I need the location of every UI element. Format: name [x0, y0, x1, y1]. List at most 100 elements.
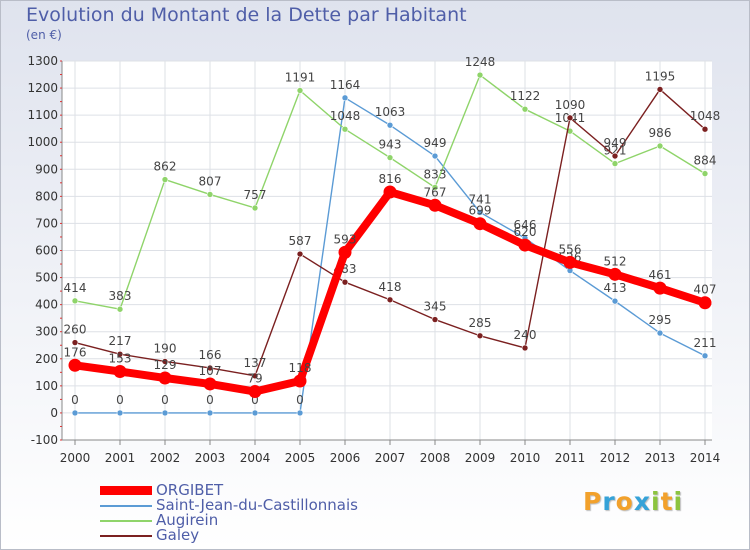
data-label: 240 — [514, 328, 537, 342]
x-tick-label: 2012 — [600, 451, 631, 465]
y-tick-label: 0 — [50, 406, 58, 420]
legend-label: ORGIBET — [156, 481, 224, 499]
data-label: 295 — [649, 313, 672, 327]
legend-label: Galey — [156, 526, 200, 544]
data-label: 407 — [694, 283, 717, 297]
data-point — [656, 142, 664, 150]
data-label: 587 — [289, 234, 312, 248]
data-point — [341, 125, 349, 133]
data-label: 0 — [116, 393, 124, 407]
data-point — [701, 170, 709, 177]
data-point — [608, 267, 622, 281]
data-label: 137 — [244, 356, 267, 370]
data-label: 741 — [469, 192, 492, 206]
data-point — [701, 352, 709, 360]
data-label: 0 — [206, 393, 214, 407]
y-tick-label: 300 — [35, 325, 58, 339]
x-tick-label: 2003 — [195, 451, 226, 465]
data-label: 699 — [469, 204, 492, 218]
data-label: 260 — [64, 323, 87, 337]
data-label: 757 — [244, 188, 267, 202]
data-label: 512 — [604, 254, 627, 268]
data-label: 1122 — [510, 89, 541, 103]
data-point — [563, 255, 577, 269]
data-point — [431, 152, 439, 160]
y-tick-label: 200 — [35, 352, 58, 366]
data-point — [206, 409, 214, 417]
data-label: 833 — [424, 167, 447, 181]
data-point — [251, 204, 259, 212]
y-tick-label: 900 — [35, 162, 58, 176]
data-point — [158, 371, 172, 385]
data-point — [116, 350, 124, 358]
x-tick-label: 2011 — [555, 451, 586, 465]
y-tick-label: 600 — [35, 244, 58, 258]
data-label: 949 — [424, 136, 447, 150]
data-point — [251, 409, 259, 417]
data-label: 1248 — [465, 55, 496, 69]
data-label: 345 — [424, 300, 447, 314]
data-point — [386, 296, 394, 304]
data-point — [116, 305, 124, 313]
legend-swatch — [100, 520, 152, 522]
data-label: 0 — [296, 393, 304, 407]
data-point — [698, 296, 712, 310]
proxiti-logo: Proxiti — [583, 487, 684, 516]
y-tick-label: 500 — [35, 271, 58, 285]
data-label: 556 — [559, 242, 582, 256]
data-label: 413 — [604, 281, 627, 295]
data-point — [338, 245, 352, 259]
x-tick-label: 2004 — [240, 451, 271, 465]
data-point — [656, 329, 664, 337]
x-tick-label: 2000 — [60, 451, 91, 465]
data-point — [611, 152, 619, 160]
data-point — [296, 250, 304, 258]
data-label: 943 — [379, 138, 402, 152]
data-point — [206, 364, 214, 372]
data-point — [71, 409, 79, 417]
data-point — [386, 154, 394, 161]
data-label: 593 — [334, 232, 357, 246]
data-label: 767 — [424, 185, 447, 199]
x-tick-label: 2001 — [105, 451, 136, 465]
data-point — [428, 198, 442, 212]
data-label: 107 — [199, 364, 222, 378]
data-label: 129 — [154, 358, 177, 372]
data-point — [473, 217, 487, 231]
data-point — [71, 339, 79, 346]
data-point — [656, 86, 664, 93]
x-tick-label: 2006 — [330, 451, 361, 465]
x-tick-label: 2007 — [375, 451, 406, 465]
y-tick-label: 1000 — [27, 135, 58, 149]
data-label: 461 — [649, 268, 672, 282]
data-label: 383 — [109, 289, 132, 303]
data-label: 884 — [694, 154, 717, 168]
data-label: 190 — [154, 341, 177, 355]
data-point — [383, 185, 397, 199]
y-tick-label: 1300 — [27, 54, 58, 68]
data-label: 418 — [379, 280, 402, 294]
x-tick-label: 2005 — [285, 451, 316, 465]
data-point — [296, 87, 304, 94]
x-tick-label: 2013 — [645, 451, 676, 465]
y-tick-label: -100 — [31, 433, 58, 447]
legend-swatch — [100, 535, 152, 537]
data-point — [431, 316, 439, 323]
data-point — [116, 409, 124, 417]
legend-label: Augirein — [156, 511, 219, 529]
data-point — [293, 374, 307, 388]
data-label: 620 — [514, 225, 537, 239]
legend-swatch — [100, 486, 152, 495]
data-label: 1048 — [330, 109, 361, 123]
data-point — [71, 297, 79, 305]
legend-swatch — [100, 505, 152, 507]
data-label: 1195 — [645, 69, 676, 83]
data-label: 118 — [289, 361, 312, 375]
data-label: 0 — [71, 393, 79, 407]
y-tick-label: 1100 — [27, 108, 58, 122]
data-label: 79 — [247, 372, 262, 386]
data-point — [611, 160, 619, 167]
data-label: 217 — [109, 334, 132, 348]
data-label: 646 — [514, 218, 537, 232]
data-point — [161, 358, 169, 365]
